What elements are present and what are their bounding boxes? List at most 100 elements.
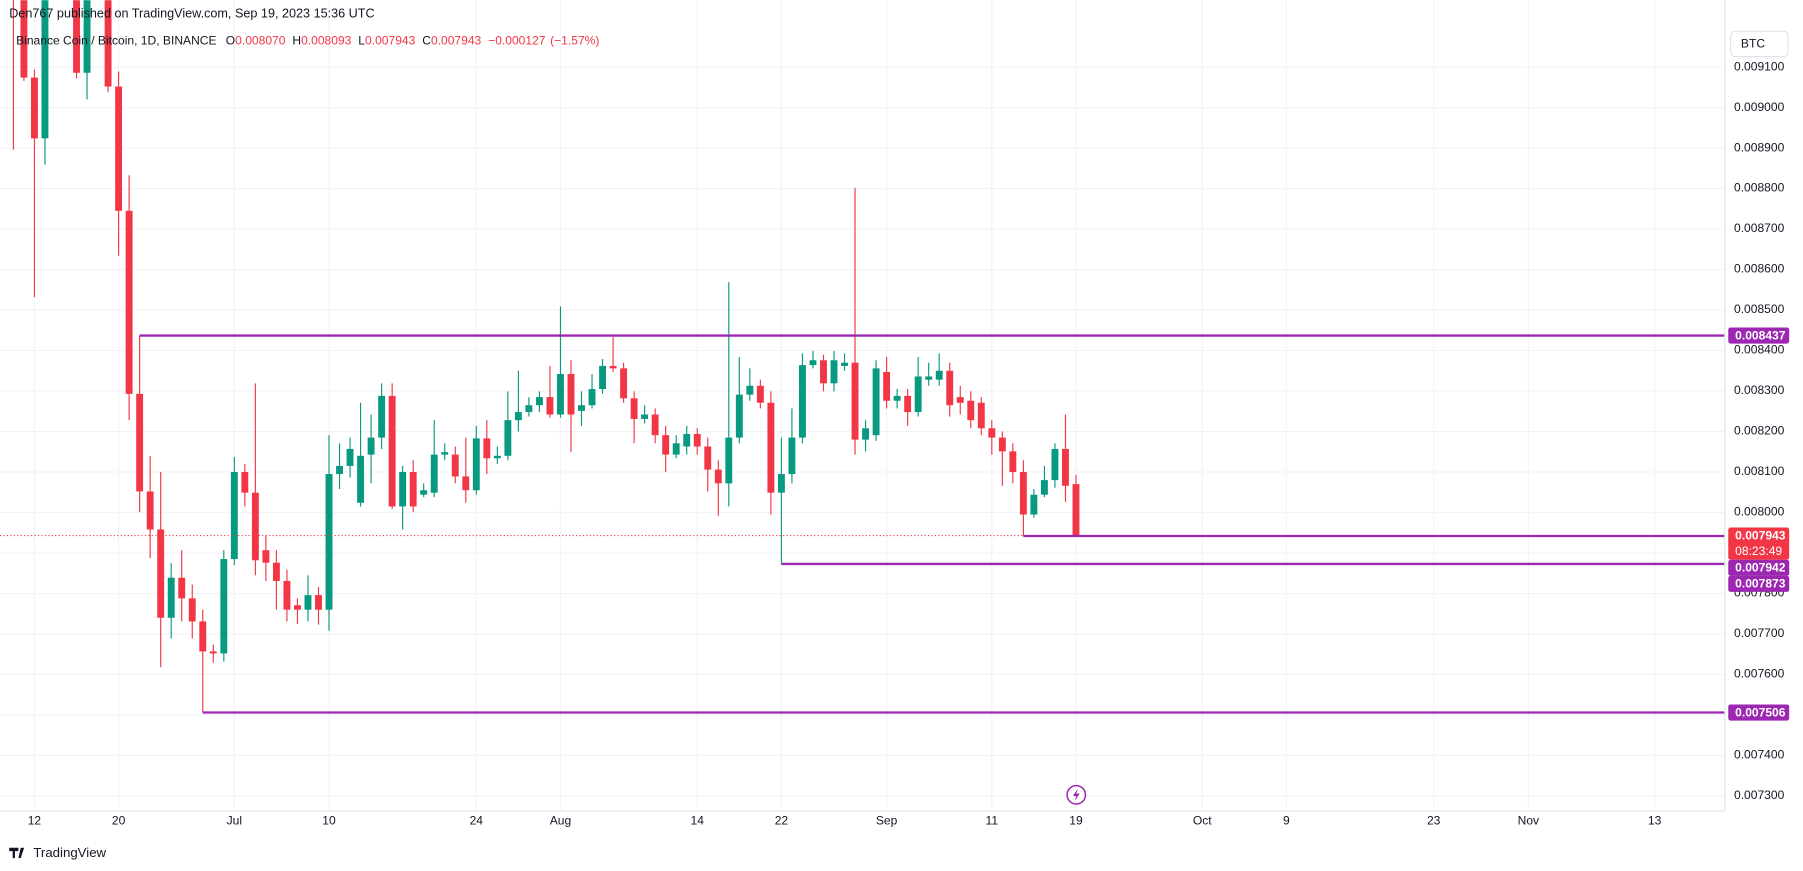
currency-button[interactable]: BTC [1729,30,1789,58]
candle-body [599,365,607,390]
legend-field-value: 0.007943 [431,34,482,48]
candle-body [315,595,322,610]
candle-body [262,550,270,563]
candle-body [841,362,848,366]
candle-body [241,472,249,493]
candle-body [504,420,512,456]
candle-body [546,397,554,415]
candle-body [441,452,449,455]
candle-body [451,454,459,477]
y-tick-label: 0.008000 [1734,505,1785,519]
candle-body [1062,448,1069,486]
x-tick-label: Jul [227,813,242,827]
candle-body [1072,484,1080,536]
candle-body [399,472,407,507]
candle-body [683,433,691,447]
candle-body [872,368,880,436]
currency-label[interactable]: BTC [1741,37,1765,51]
candle-body [125,210,133,394]
candle-body [388,395,396,507]
candle-body [609,365,617,369]
candle-body [483,438,491,459]
legend-change: −0.000127 [488,34,546,48]
countdown-text: 08:23:49 [1735,544,1782,558]
legend-field-value: 0.008093 [301,34,352,48]
candle-body [946,370,954,406]
level-price-tag [1728,575,1790,592]
level-price-tag-text: 0.008437 [1735,328,1786,342]
candle-body [672,443,680,455]
candle-body [714,469,722,484]
candle-body [641,414,649,419]
x-tick-label: 12 [28,813,42,827]
candle-body [378,395,386,438]
level-price-tag [1728,559,1790,576]
currency-button-box[interactable] [1729,30,1789,58]
candle-body [30,77,38,139]
level-price-tag [1728,704,1790,721]
candle-body [988,428,996,438]
candle-body [73,0,80,73]
x-tick-label: Nov [1518,813,1539,827]
candle-body [251,492,259,561]
candle-body [820,360,827,384]
candle-body [157,529,165,618]
candle-body [662,435,670,455]
replay-icon[interactable] [1066,784,1087,805]
candle-body [935,370,943,380]
x-tick-label: 14 [691,813,705,827]
candle-body [304,595,312,610]
candle-body [1009,451,1017,473]
candle-body [525,405,533,413]
candle-body [209,651,217,654]
candle-body [83,0,91,73]
x-tick-label: Sep [876,813,898,827]
candle-body [325,474,333,610]
candle-body [704,446,712,470]
y-tick-label: 0.007600 [1734,667,1785,681]
candle-body [830,360,838,384]
candle-body [230,472,238,560]
plot-area [0,0,1725,714]
lightning-bolt[interactable] [1072,788,1080,802]
candle-body [651,414,659,436]
candle-body [430,454,438,493]
candle-body [220,559,228,654]
level-price-tag-text: 0.007506 [1735,705,1786,719]
candle-body [693,433,701,447]
x-tick-label: 23 [1427,813,1441,827]
brand-logo[interactable]: TradingView [9,845,107,860]
x-tick-label: 22 [775,813,789,827]
x-tick-label: Aug [550,813,571,827]
y-tick-label: 0.008200 [1734,424,1785,438]
y-tick-label: 0.009000 [1734,100,1785,114]
candle-body [188,598,196,622]
level-price-tag-text: 0.007942 [1735,561,1786,575]
candle-body [462,476,470,491]
candle-body [535,397,543,406]
candle-body [104,0,112,87]
candle-body [167,577,175,618]
legend-field-label: H [292,34,301,48]
candle-body [336,465,343,475]
brand-mark[interactable] [9,847,25,859]
candle-body [788,437,796,475]
y-tick-label: 0.008300 [1734,383,1785,397]
candle-body [798,365,806,438]
candle-body [925,376,933,380]
candle-body [588,389,596,406]
candle-body [578,405,585,411]
brand-name[interactable]: TradingView [33,845,106,860]
candle-body [746,385,754,395]
candle-body [346,448,354,466]
legend-field-label: O [226,34,235,48]
candle-body [851,362,859,440]
legend-field-label: C [422,34,431,48]
level-price-tag-text: 0.007873 [1735,577,1786,591]
candle-body [735,394,743,438]
candle-body [620,368,628,399]
x-tick-label: Oct [1193,813,1212,827]
y-tick-label: 0.007300 [1734,788,1785,802]
y-tick-label: 0.008100 [1734,464,1785,478]
